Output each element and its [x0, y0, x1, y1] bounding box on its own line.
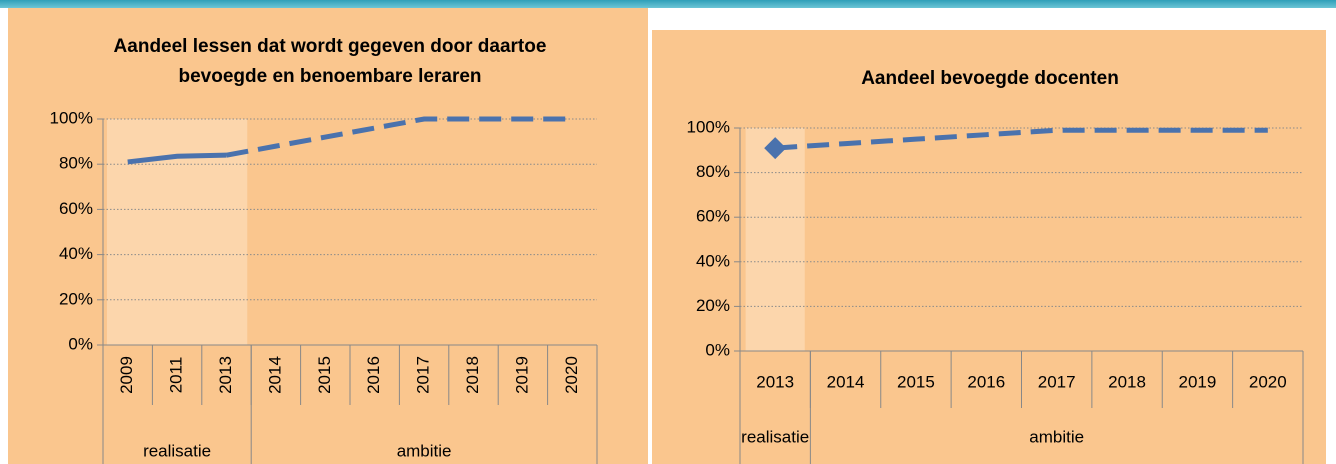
x-tick-label: 2018 [1108, 372, 1146, 391]
y-tick-label: 100% [50, 108, 93, 127]
x-tick-label: 2016 [967, 372, 1005, 391]
x-tick-label: 2017 [414, 356, 433, 394]
y-tick-label: 40% [59, 244, 93, 263]
data-marker [764, 137, 787, 160]
x-tick-label: 2019 [1179, 372, 1217, 391]
group-label: ambitie [397, 441, 452, 460]
x-tick-label: 2014 [265, 356, 284, 394]
x-tick-label: 2019 [512, 356, 531, 394]
data-line [226, 116, 573, 158]
y-tick-label: 40% [696, 251, 730, 270]
x-tick-label: 2015 [315, 356, 334, 394]
data-line [775, 127, 1268, 151]
x-tick-label: 2009 [117, 356, 136, 394]
x-tick-label: 2018 [463, 356, 482, 394]
x-tick-label: 2017 [1038, 372, 1076, 391]
x-tick-label: 2011 [167, 357, 186, 394]
period-shade [745, 128, 805, 351]
x-tick-label: 2013 [756, 372, 794, 391]
top-bar [0, 0, 1336, 8]
y-tick-label: 100% [687, 117, 730, 136]
group-label: realisatie [741, 427, 809, 446]
chart-title: Aandeel lessen dat wordt gegeven door da… [113, 36, 547, 87]
x-tick-label: 2015 [897, 372, 935, 391]
y-tick-label: 0% [68, 334, 93, 353]
x-tick-label: 2014 [827, 372, 865, 391]
data-line [127, 152, 227, 165]
y-tick-label: 60% [59, 199, 93, 218]
chart-title: Aandeel bevoegde docenten [861, 68, 1119, 89]
y-tick-label: 20% [696, 296, 730, 315]
group-label: ambitie [1029, 427, 1084, 446]
y-tick-label: 80% [59, 154, 93, 173]
y-tick-label: 80% [696, 162, 730, 181]
x-tick-label: 2020 [562, 356, 581, 394]
x-tick-label: 2016 [364, 356, 383, 394]
x-tick-label: 2013 [216, 356, 235, 394]
y-tick-label: 0% [705, 340, 730, 359]
x-tick-label: 2020 [1249, 372, 1287, 391]
y-tick-label: 60% [696, 207, 730, 226]
group-label: realisatie [143, 441, 211, 460]
y-tick-label: 20% [59, 289, 93, 308]
